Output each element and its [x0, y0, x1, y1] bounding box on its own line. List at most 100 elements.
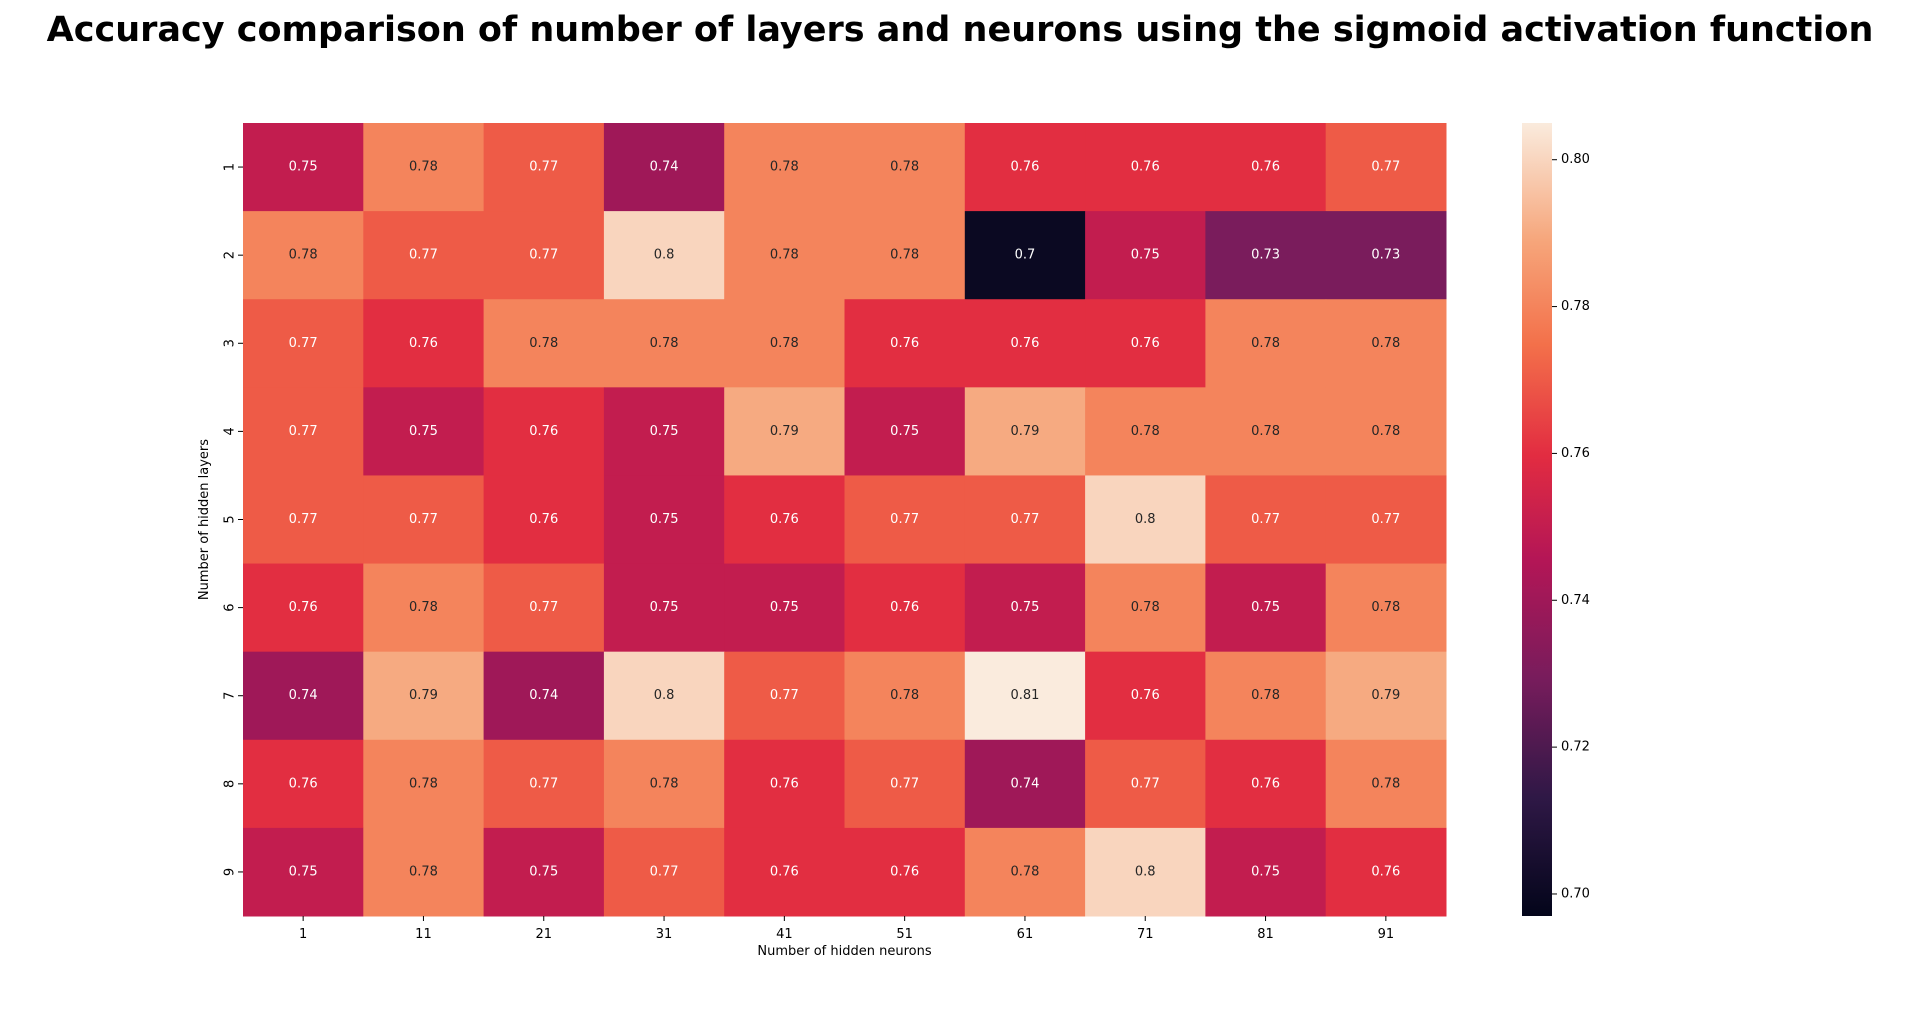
- heatmap-cell: [1325, 211, 1447, 300]
- cell-value-label: 0.78: [1251, 336, 1280, 351]
- cell-value-label: 0.75: [1010, 600, 1039, 615]
- cell-value-label: 0.75: [650, 600, 679, 615]
- heatmap-cell: [1205, 475, 1327, 565]
- heatmap-cell: [603, 211, 725, 300]
- cell-value-label: 0.75: [650, 512, 679, 527]
- cell-value-label: 0.77: [1371, 512, 1400, 527]
- heatmap-cell: [1205, 563, 1327, 653]
- heatmap-cell: [964, 475, 1086, 565]
- chart-title: Accuracy comparison of number of layers …: [46, 10, 1874, 50]
- cell-value-label: 0.74: [1010, 776, 1039, 791]
- cell-value-label: 0.78: [1371, 424, 1400, 439]
- cell-value-label: 0.77: [890, 776, 919, 791]
- cell-value-label: 0.75: [890, 424, 919, 439]
- colorbar-tick-label: 0.78: [1561, 299, 1590, 314]
- cell-value-label: 0.76: [409, 336, 438, 351]
- colorbar-tick-label: 0.72: [1561, 740, 1590, 755]
- heatmap-cell: [844, 739, 966, 829]
- heatmap-cell: [724, 211, 845, 300]
- cell-value-label: 0.78: [1251, 688, 1280, 703]
- colorbar-tick-label: 0.80: [1561, 152, 1590, 167]
- cell-value-label: 0.77: [529, 160, 558, 175]
- cell-value-label: 0.78: [890, 688, 919, 703]
- x-axis-label: Number of hidden neurons: [757, 944, 931, 959]
- heatmap-cell: [363, 387, 485, 476]
- heatmap-cell: [1325, 651, 1447, 741]
- heatmap-cell: [243, 123, 364, 212]
- x-tick-label: 71: [1137, 927, 1154, 942]
- heatmap-cell: [363, 563, 485, 653]
- cell-value-label: 0.77: [770, 688, 799, 703]
- heatmap-cell: [844, 475, 966, 565]
- x-tick-label: 11: [415, 927, 432, 942]
- heatmap-cell: [603, 563, 725, 653]
- heatmap-cell: [483, 299, 605, 388]
- cell-value-label: 0.74: [650, 160, 679, 175]
- cell-value-label: 0.78: [409, 600, 438, 615]
- heatmap-cell: [1325, 475, 1447, 565]
- cell-value-label: 0.73: [1371, 248, 1400, 263]
- x-tick-label: 81: [1257, 927, 1274, 942]
- cell-value-label: 0.79: [409, 688, 438, 703]
- cell-value-label: 0.77: [529, 776, 558, 791]
- cell-value-label: 0.76: [1251, 776, 1280, 791]
- heatmap-cell: [1085, 475, 1206, 565]
- heatmap-cell: [243, 739, 364, 829]
- heatmap-cell: [243, 299, 364, 388]
- heatmap-cell: [363, 123, 485, 212]
- cell-value-label: 0.78: [1371, 336, 1400, 351]
- heatmap-cell: [1205, 651, 1327, 741]
- cell-value-label: 0.8: [1135, 512, 1156, 527]
- cell-value-label: 0.8: [654, 248, 675, 263]
- cell-value-label: 0.81: [1010, 688, 1039, 703]
- cell-value-label: 0.75: [289, 160, 318, 175]
- cell-value-label: 0.76: [289, 600, 318, 615]
- heatmap-cell: [1205, 827, 1327, 917]
- x-tick-label: 21: [535, 927, 552, 942]
- cell-value-label: 0.76: [770, 776, 799, 791]
- heatmap-cell: [1085, 651, 1206, 741]
- cell-value-label: 0.78: [409, 864, 438, 879]
- cell-value-label: 0.8: [654, 688, 675, 703]
- heatmap-cell: [363, 211, 485, 300]
- heatmap-cell: [603, 475, 725, 565]
- cell-value-label: 0.78: [770, 336, 799, 351]
- cell-value-label: 0.76: [1131, 688, 1160, 703]
- y-axis-label: Number of hidden layers: [197, 439, 212, 600]
- x-tick-label: 31: [656, 927, 673, 942]
- cell-value-label: 0.75: [650, 424, 679, 439]
- heatmap-cell: [964, 387, 1086, 476]
- heatmap-cell: [1085, 211, 1206, 300]
- heatmap-cell: [1205, 387, 1327, 476]
- cell-value-label: 0.76: [890, 864, 919, 879]
- heatmap-cell: [243, 651, 364, 741]
- heatmap-cell: [1085, 387, 1206, 476]
- heatmap-cell: [1085, 739, 1206, 829]
- cell-value-label: 0.75: [770, 600, 799, 615]
- cell-value-label: 0.74: [529, 688, 558, 703]
- cell-value-label: 0.75: [1251, 600, 1280, 615]
- cell-value-label: 0.76: [1010, 160, 1039, 175]
- cell-value-label: 0.76: [770, 864, 799, 879]
- heatmap-cell: [724, 299, 845, 388]
- heatmap-cell: [1325, 827, 1447, 917]
- colorbar: [1522, 123, 1552, 916]
- heatmap-cell: [483, 651, 605, 741]
- heatmap-cell: [1085, 123, 1206, 212]
- y-tick-label: 4: [223, 427, 238, 435]
- cell-value-label: 0.78: [770, 160, 799, 175]
- heatmap-cell: [243, 387, 364, 476]
- heatmap-cell: [1325, 739, 1447, 829]
- cell-value-label: 0.78: [650, 776, 679, 791]
- x-tick-label: 41: [776, 927, 793, 942]
- cell-value-label: 0.79: [1371, 688, 1400, 703]
- heatmap-cell: [844, 651, 966, 741]
- cell-value-label: 0.76: [1131, 336, 1160, 351]
- cell-value-label: 0.78: [1251, 424, 1280, 439]
- heatmap-cell: [844, 387, 966, 476]
- cell-value-label: 0.77: [409, 248, 438, 263]
- cell-value-label: 0.75: [409, 424, 438, 439]
- heatmap-cell: [483, 739, 605, 829]
- heatmap-cell: [603, 651, 725, 741]
